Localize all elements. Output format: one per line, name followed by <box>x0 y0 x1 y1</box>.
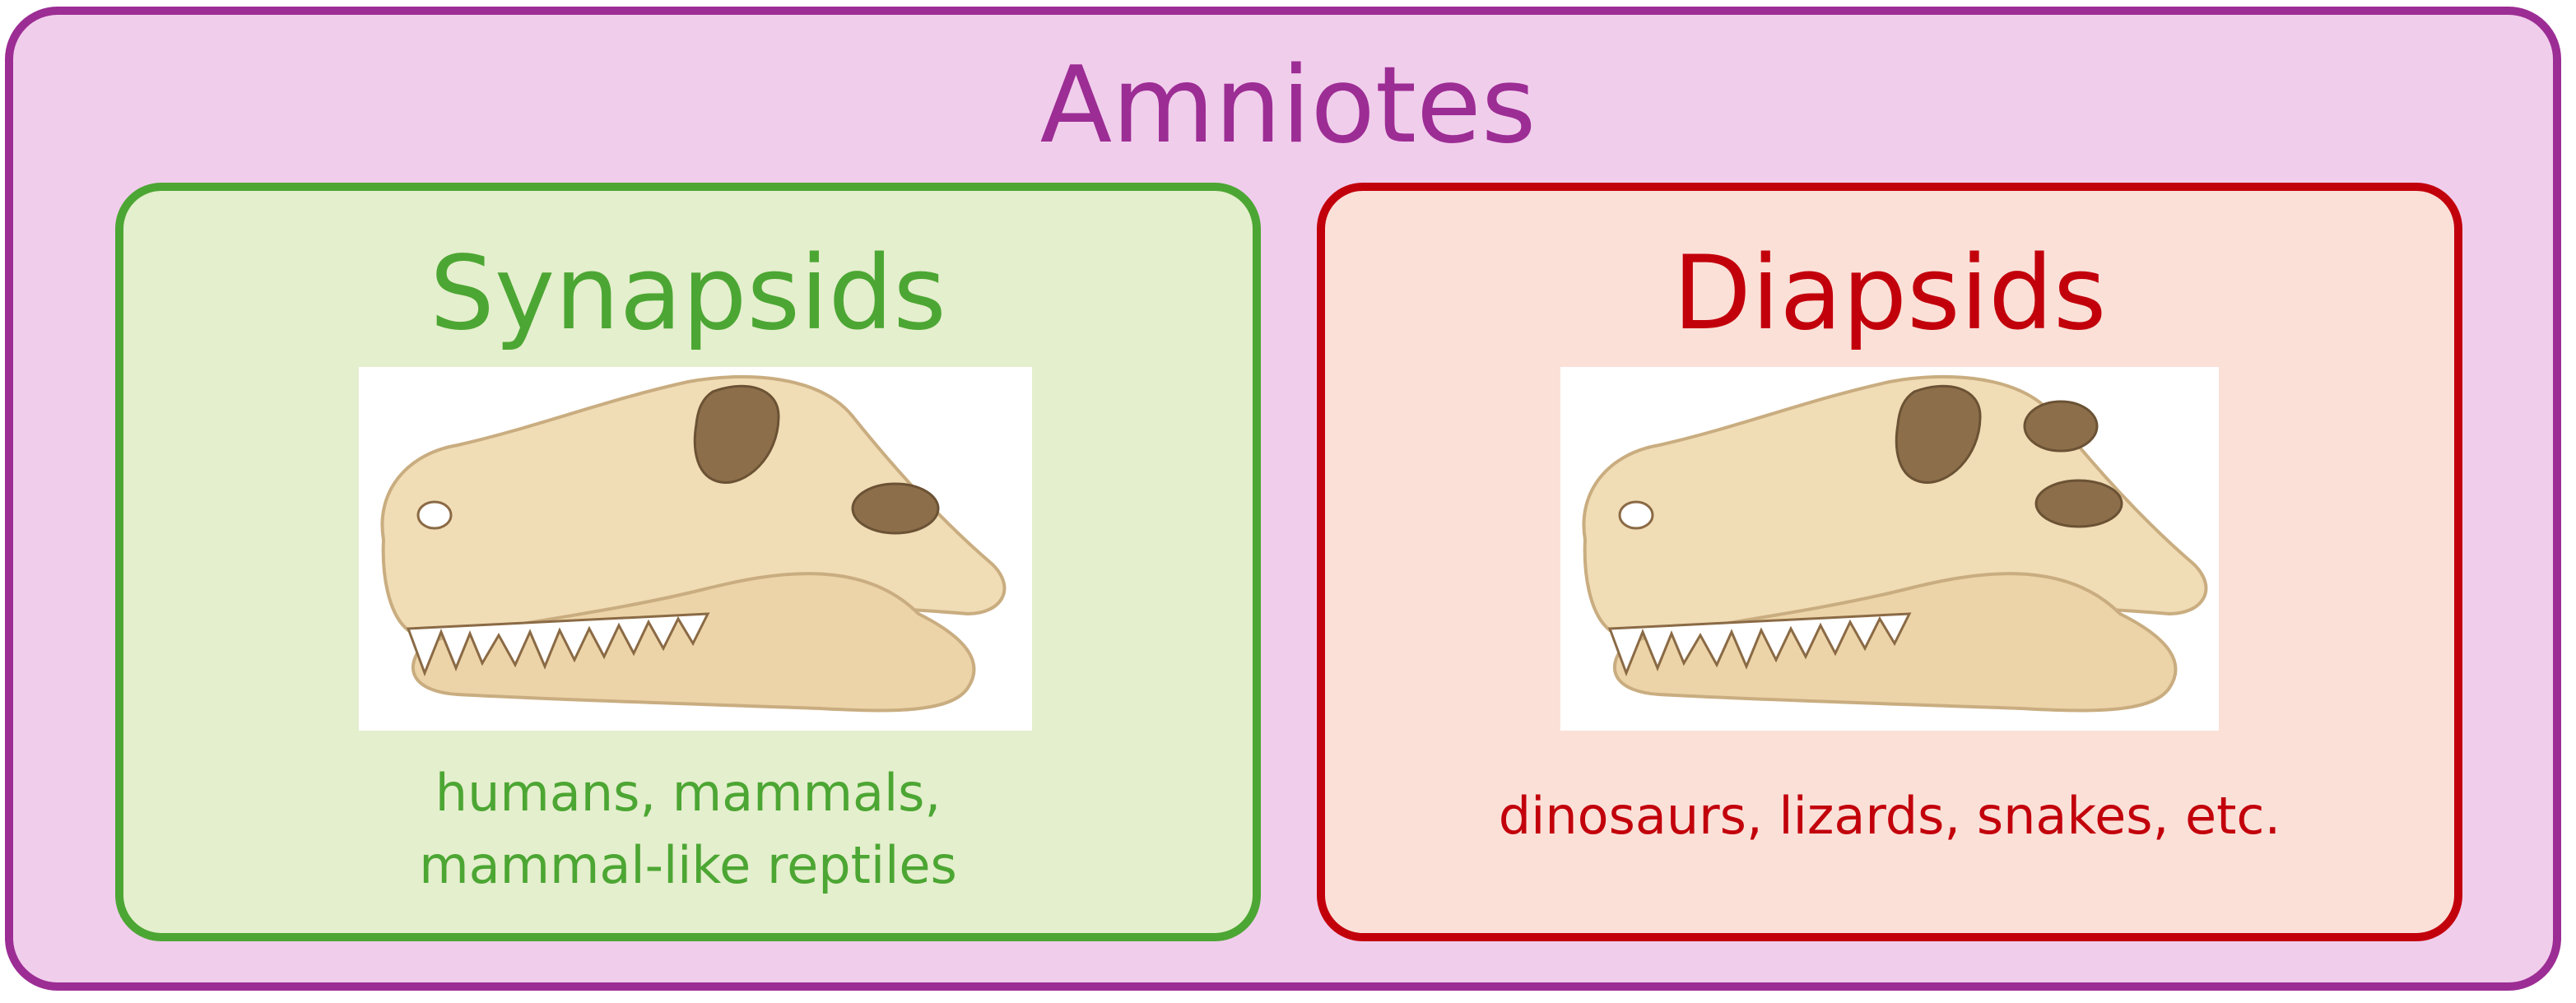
amniotes-title: Amniotes <box>1039 44 1537 167</box>
diapsids-examples-line1: dinosaurs, lizards, snakes, etc. <box>1498 786 2281 846</box>
diapsids-examples: dinosaurs, lizards, snakes, etc. <box>1325 780 2454 852</box>
diapsids-panel: Diapsids dinosaurs, lizards, snakes, etc… <box>1317 183 2462 941</box>
synapsids-examples-line2: mammal-like reptiles <box>419 835 957 895</box>
synapsids-title: Synapsids <box>430 234 946 353</box>
diapsids-title: Diapsids <box>1672 234 2107 353</box>
diapsid-skull-icon <box>1582 374 2208 713</box>
synapsids-examples: humans, mammals, mammal-like reptiles <box>123 757 1253 902</box>
synapsid-skull-image <box>359 367 1032 731</box>
diapsid-skull-image <box>1560 367 2219 731</box>
synapsids-panel: Synapsids humans, mammals, mammal-like r… <box>115 183 1261 941</box>
synapsid-skull-icon <box>380 374 1007 713</box>
synapsids-examples-line1: humans, mammals, <box>435 763 942 823</box>
